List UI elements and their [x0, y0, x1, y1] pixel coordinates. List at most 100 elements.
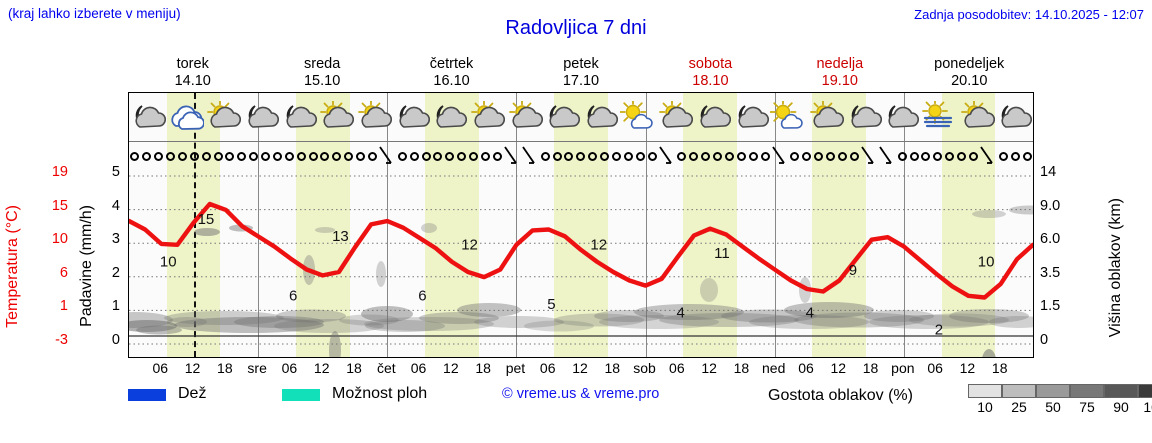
calm-circle [921, 151, 931, 161]
wind-calm-icon [837, 142, 849, 170]
day-header-torek: torek 14.10 [128, 56, 257, 92]
calm-circle [837, 151, 847, 161]
day-header-četrtek: četrtek 16.10 [387, 56, 516, 92]
wind-calm-icon [634, 142, 646, 170]
wind-calm-icon [676, 142, 688, 170]
calm-circle [421, 151, 431, 161]
sky-moon-cloud-icon [694, 93, 732, 141]
wind-calm-icon [236, 142, 248, 170]
svg-text:10: 10 [160, 254, 177, 271]
sky-moon-cloud-icon [882, 93, 920, 141]
wind-calm-icon [932, 142, 944, 170]
wind-calm-icon [432, 142, 444, 170]
wind-calm-icon [575, 142, 587, 170]
daylight-band [554, 93, 608, 357]
calm-circle [826, 151, 836, 161]
time-axis: 06 12 18 sre 06 12 18 čet 06 12 18 pet 06 12 18 sob 06 12… [128, 360, 1034, 378]
showers-swatch [282, 389, 320, 401]
svg-text:9: 9 [849, 262, 857, 279]
wind-calm-icon [491, 142, 503, 170]
calm-circle [1022, 151, 1032, 161]
precTick-2: 3 [111, 231, 120, 248]
calm-circle [154, 151, 164, 161]
time-tick-18: 18 [862, 360, 879, 376]
time-tick-12: 12 [313, 360, 330, 376]
sky-sun-cloud-icon [807, 93, 845, 141]
calm-circle [552, 151, 562, 161]
precipitation-axis-title: Padavine (mm/h) [78, 205, 95, 327]
page-title: Radovljica 7 dni [505, 17, 647, 39]
day-name: četrtek [429, 56, 474, 72]
cloud-density-tick-25: 25 [1011, 399, 1027, 415]
sky-moon-cloud-icon [129, 93, 167, 141]
calm-circle [760, 151, 770, 161]
calm-circle [909, 151, 919, 161]
day-header-ponedeljek: ponedeljek 20.10 [905, 56, 1034, 92]
cloud-density-tick-100: 100 [1143, 399, 1152, 415]
sky-sun-cloud-icon [355, 93, 393, 141]
svg-text:15: 15 [198, 211, 215, 228]
time-tick-18: 18 [475, 360, 491, 376]
daylight-band [295, 93, 350, 357]
calm-circle [713, 151, 723, 161]
svg-text:2: 2 [935, 322, 943, 339]
wind-barb-icon [503, 142, 521, 170]
wind-calm-icon [712, 142, 724, 170]
wind-calm-icon [551, 142, 563, 170]
calm-circle [189, 151, 199, 161]
wind-calm-icon [896, 142, 908, 170]
sky-sun-cloud-icon [468, 93, 506, 141]
time-tick-06: 06 [669, 360, 685, 376]
copyright-link[interactable]: © vreme.us & vreme.pro [502, 386, 660, 402]
calm-circle [1010, 151, 1020, 161]
calm-circle [261, 151, 271, 161]
calm-circle [945, 151, 955, 161]
wind-calm-icon [688, 142, 700, 170]
wind-calm-icon [444, 142, 456, 170]
cloud-density-swatch-10 [968, 384, 1002, 398]
time-tick-sre: sre [247, 360, 267, 376]
time-tick-06: 06 [152, 360, 169, 376]
wind-calm-icon [153, 142, 165, 170]
sky-sun-cloud-icon [317, 93, 355, 141]
svg-text:4: 4 [677, 305, 685, 322]
tempTick-2: 10 [51, 231, 68, 248]
calm-circle [748, 151, 758, 161]
day-name: nedelja [816, 56, 864, 72]
time-tick-06: 06 [798, 360, 814, 376]
wind-calm-icon [813, 142, 825, 170]
daylight-band [812, 93, 867, 357]
sky-sun-smallcloud-icon [769, 93, 807, 141]
wind-calm-icon [212, 142, 224, 170]
wind-calm-icon [456, 142, 468, 170]
wind-calm-icon [165, 142, 177, 170]
calm-circle [588, 151, 598, 161]
calm-circle [677, 151, 687, 161]
forecast-plot[interactable]: 10 15 6 13 6 12 5 12 4 11 4 9 2 10 [128, 92, 1034, 358]
sky-moon-cloud-icon [581, 93, 619, 141]
precTick-0: 5 [111, 164, 120, 180]
time-tick-06: 06 [539, 360, 556, 376]
sky-sun-cloud-icon [656, 93, 694, 141]
svg-text:4: 4 [806, 305, 814, 322]
wind-barb-row [129, 142, 1033, 170]
cloud-density-tick-75: 75 [1079, 399, 1095, 415]
day-date: 14.10 [174, 73, 211, 89]
calm-circle [177, 151, 187, 161]
wind-calm-icon [724, 142, 736, 170]
calm-circle [296, 151, 306, 161]
cloud-density-tick-90: 90 [1113, 399, 1129, 415]
day-separator [516, 93, 518, 357]
wind-calm-icon [272, 142, 284, 170]
calm-circle [213, 151, 223, 161]
calm-circle [492, 151, 502, 161]
calm-circle [356, 151, 366, 161]
temperature-axis-title: Temperatura (°C) [4, 204, 21, 328]
wind-calm-icon [944, 142, 956, 170]
calm-circle [647, 151, 657, 161]
calm-circle [957, 151, 967, 161]
sky-icon-row [129, 93, 1033, 142]
time-tick-ned: ned [762, 360, 786, 376]
day-date: 19.10 [821, 73, 858, 89]
sky-sun-smallcloud-icon [619, 93, 657, 141]
